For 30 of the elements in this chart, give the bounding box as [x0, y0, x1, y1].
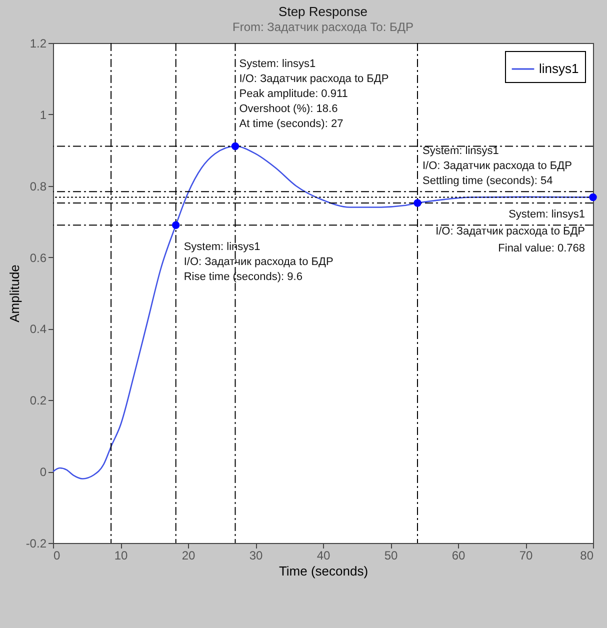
chart-subtitle: From: Задатчик расхода To: БДР — [232, 20, 414, 34]
y-tick-label: -0.2 — [26, 536, 47, 550]
y-tick-label: 0.2 — [30, 394, 47, 408]
x-tick-label: 10 — [114, 548, 128, 562]
y-tick-label: 0.6 — [30, 250, 47, 265]
legend-label: linsys1 — [539, 61, 579, 76]
y-tick-label: 0 — [40, 465, 47, 480]
x-tick-label: 20 — [182, 548, 196, 562]
x-tick-label: 70 — [519, 548, 533, 562]
x-tick-label: 0 — [54, 548, 60, 562]
x-axis-title: Time (seconds) — [278, 564, 368, 578]
x-tick-label: 30 — [249, 548, 263, 562]
y-tick-label: 0.8 — [30, 179, 47, 194]
x-tick-label: 60 — [452, 548, 466, 562]
chart-title: Step Response — [278, 4, 368, 19]
annotation: System: linsys1 I/O: Задатчик расхода to БДР Settling time (seconds): 54 — [422, 145, 572, 187]
point — [589, 193, 597, 202]
x-tick-label: 50 — [384, 548, 398, 562]
x-tick-label: 40 — [316, 548, 330, 562]
point — [231, 142, 240, 150]
y-axis-title: Amplitude — [6, 264, 22, 322]
annotation: System: linsys1 I/O: Задатчик расхода to БДР Peak amplitude: 0.911 Overshoot (%): 18.6 At time (seconds): 27 — [239, 58, 389, 130]
y-tick-label: 1 — [40, 108, 47, 122]
point — [172, 221, 180, 230]
y-tick-label: 0.4 — [30, 322, 47, 336]
annotation: System: linsys1 I/O: Задатчик расхода to БДР Final value: 0.768 — [436, 208, 585, 254]
annotation: System: linsys1 I/O: Задатчик расхода to БДР Rise time (seconds): 9.6 — [184, 241, 334, 284]
point — [414, 199, 422, 207]
y-tick-label: 1.2 — [30, 36, 47, 50]
x-tick-label: 80 — [580, 548, 594, 562]
